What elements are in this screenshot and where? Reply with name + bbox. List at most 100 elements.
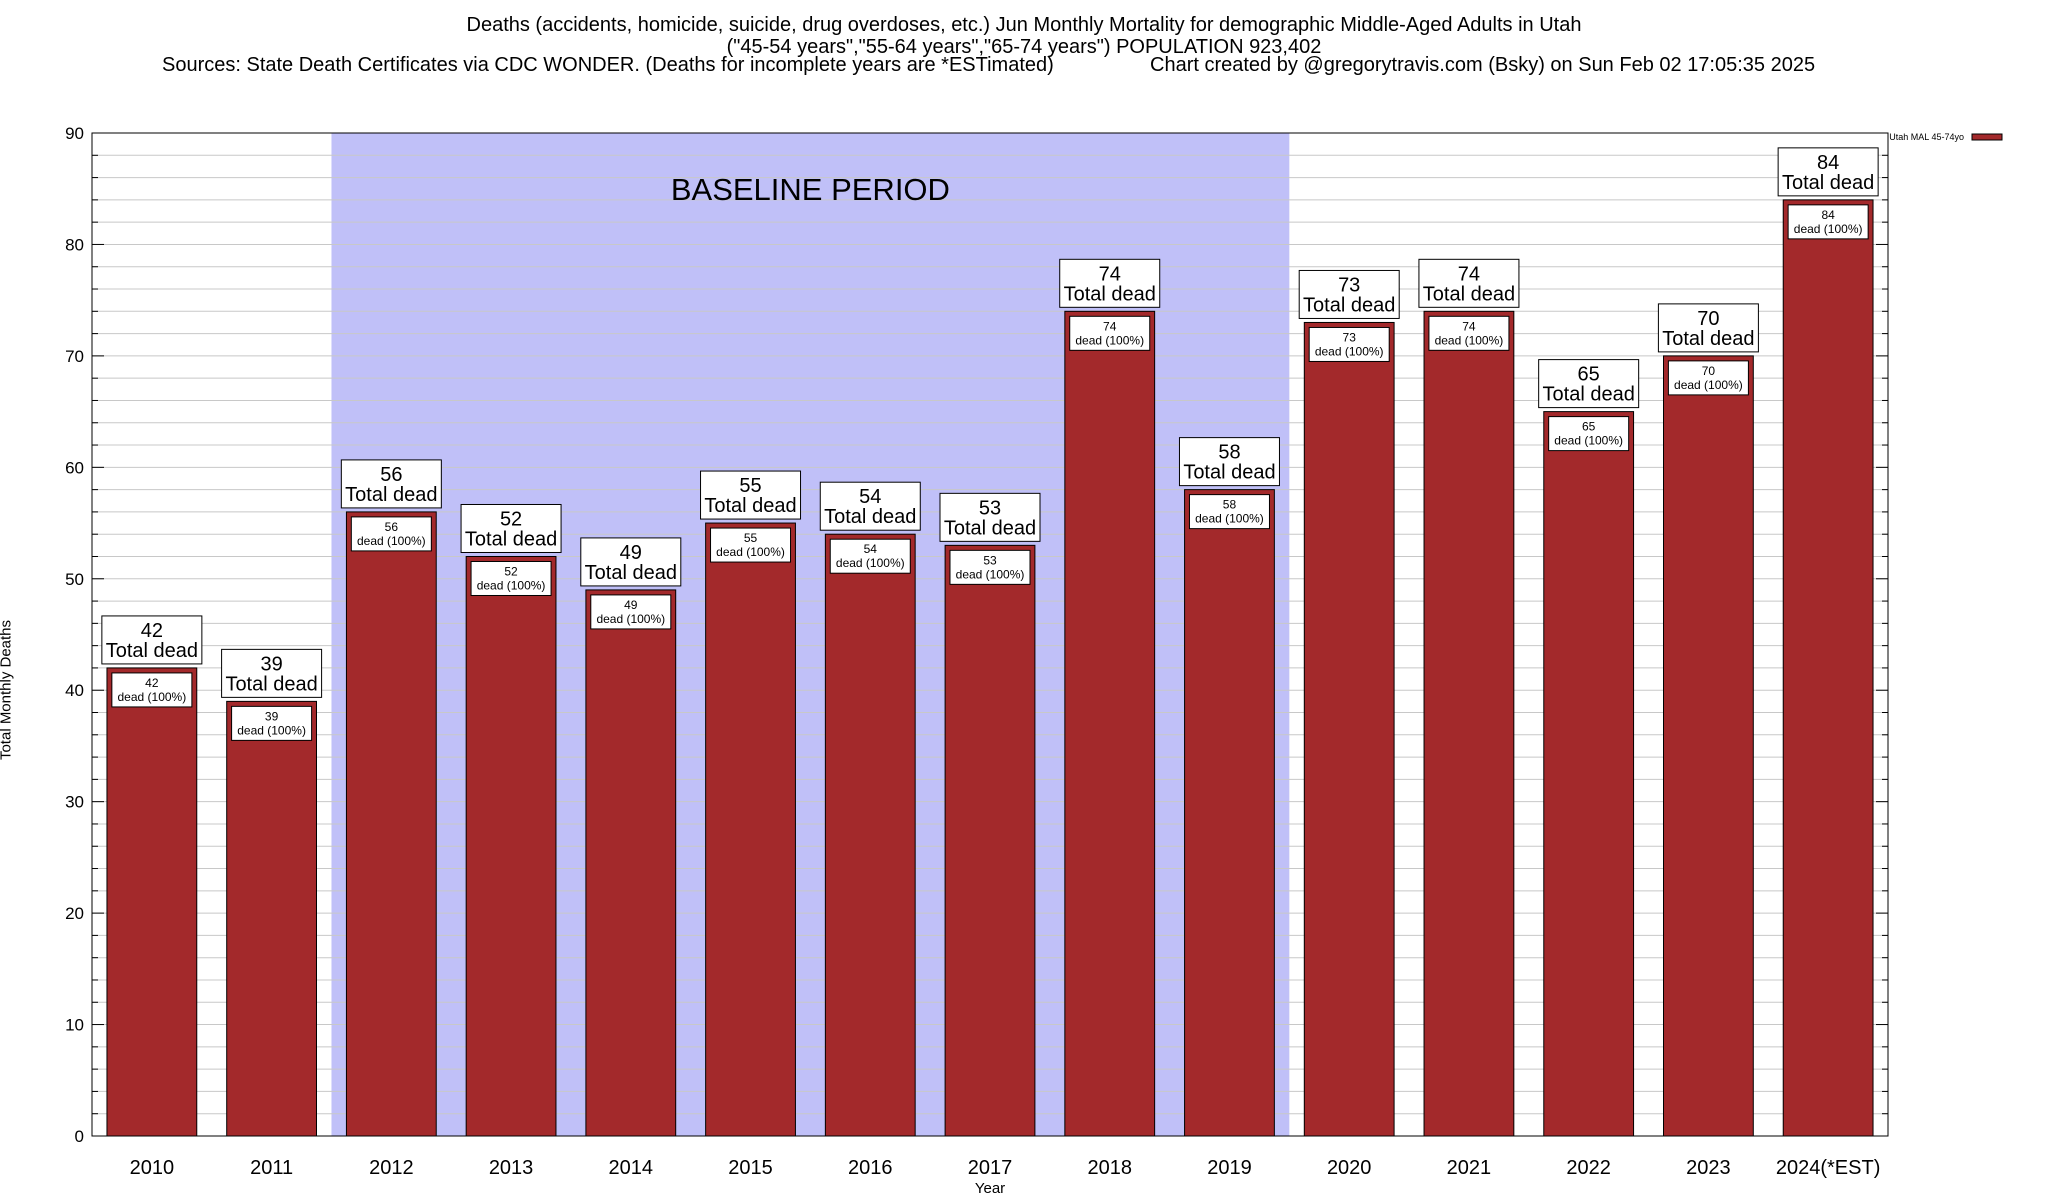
y-tick-label: 10	[65, 1016, 84, 1035]
bar-inner-value: 53	[983, 553, 997, 567]
bar-top-label: Total dead	[704, 495, 796, 517]
x-tick-label: 2017	[968, 1157, 1013, 1179]
bar-top-label-box	[340, 459, 442, 509]
bar-top-label: Total dead	[1662, 328, 1754, 350]
bar-inner-value: 74	[1103, 319, 1117, 333]
bar-top-label: Total dead	[465, 528, 557, 550]
bar	[944, 544, 1036, 1137]
bar-top-value: 70	[1697, 308, 1719, 330]
bar-inner-value: 54	[864, 542, 878, 556]
bar-top-value: 58	[1218, 442, 1240, 464]
bar-inner-label: dead (100%)	[118, 690, 187, 704]
bar-top-label-box	[1538, 359, 1640, 409]
bar-top-value: 54	[859, 486, 881, 508]
bar-inner-label: dead (100%)	[956, 567, 1025, 581]
bar-inner-label-box	[111, 672, 193, 708]
bar-inner-label: dead (100%)	[1075, 333, 1144, 347]
bar-top-value: 53	[979, 497, 1001, 519]
bar-top-value: 74	[1099, 263, 1121, 285]
bar	[226, 700, 317, 1137]
bar-top-label: Total dead	[225, 673, 317, 695]
x-tick-label: 2011	[250, 1157, 293, 1179]
credit-note: Chart created by @gregorytravis.com (Bsk…	[1150, 54, 1816, 76]
bar-top-label-box	[580, 537, 682, 587]
bar-top-label-box	[101, 615, 203, 665]
y-tick-label: 0	[75, 1127, 84, 1146]
bar-inner-label: dead (100%)	[1195, 512, 1264, 526]
bar-top-label-box	[1418, 258, 1520, 308]
x-tick-label: 2019	[1207, 1157, 1252, 1179]
bar-top-label: Total dead	[345, 484, 437, 506]
bar-inner-label-box	[1308, 326, 1390, 362]
y-tick-label: 60	[65, 458, 84, 477]
bar	[106, 667, 198, 1137]
bar-inner-value: 55	[744, 531, 758, 545]
bar-top-label: Total dead	[1543, 384, 1635, 406]
bar-inner-label-box	[1787, 204, 1869, 240]
x-tick-label: 2022	[1566, 1157, 1611, 1179]
bar-inner-value: 84	[1821, 208, 1835, 222]
bar-top-label: Total dead	[1064, 283, 1156, 305]
x-axis-label: Year	[974, 1180, 1006, 1197]
bar-top-value: 56	[380, 464, 402, 486]
bar-top-value: 84	[1817, 152, 1839, 174]
bar	[1303, 321, 1395, 1137]
bar-top-value: 39	[260, 653, 282, 675]
bar-inner-label-box	[710, 527, 792, 563]
bar	[1543, 411, 1635, 1137]
x-tick-label: 2018	[1087, 1157, 1132, 1179]
bar-inner-value: 39	[265, 709, 279, 723]
bar-top-label-box	[221, 648, 323, 698]
x-tick-label: 2015	[728, 1157, 773, 1179]
x-tick-label: 2010	[130, 1157, 175, 1179]
bar-top-label: Total dead	[824, 506, 916, 528]
y-tick-label: 70	[65, 347, 84, 366]
bar-top-label: Total dead	[1782, 172, 1874, 194]
bar-top-label-box	[700, 470, 802, 520]
bar-inner-label-box	[350, 516, 432, 552]
x-tick-label: 2013	[489, 1157, 534, 1179]
bar-inner-label-box	[949, 549, 1031, 585]
bar-top-value: 73	[1338, 274, 1360, 296]
plot-frame	[91, 132, 1889, 1137]
bar-top-value: 52	[500, 508, 522, 530]
bar-top-label: Total dead	[944, 517, 1036, 539]
bar	[1423, 310, 1515, 1137]
bar-inner-label: dead (100%)	[596, 612, 665, 626]
bar-top-label: Total dead	[1423, 283, 1515, 305]
bar-top-label: Total dead	[585, 562, 677, 584]
bar-top-value: 49	[620, 542, 642, 564]
y-tick-label: 50	[65, 570, 84, 589]
bar-inner-label-box	[231, 705, 313, 741]
bar-inner-value: 73	[1343, 330, 1357, 344]
bar-top-label-box	[1059, 258, 1161, 308]
bar-inner-label: dead (100%)	[1554, 434, 1623, 448]
bar-inner-label: dead (100%)	[1315, 344, 1384, 358]
bar	[705, 522, 796, 1137]
x-tick-label: 2024(*EST)	[1776, 1157, 1881, 1179]
y-tick-label: 30	[65, 793, 84, 812]
bar-top-label-box	[939, 492, 1041, 542]
bar-top-label: Total dead	[106, 640, 198, 662]
bar-top-label-box	[460, 503, 562, 553]
x-tick-label: 2021	[1447, 1157, 1492, 1179]
bar-top-label: Total dead	[1183, 462, 1275, 484]
x-tick-label: 2012	[369, 1157, 414, 1179]
bar	[585, 589, 677, 1137]
sources-note: Sources: State Death Certificates via CD…	[162, 54, 1054, 76]
x-tick-label: 2020	[1327, 1157, 1372, 1179]
x-tick-label: 2023	[1686, 1157, 1731, 1179]
bar-inner-label: dead (100%)	[836, 556, 905, 570]
bar-inner-label: dead (100%)	[1674, 378, 1743, 392]
bar	[824, 533, 916, 1137]
bar-inner-label-box	[829, 538, 911, 574]
bar-top-label: Total dead	[1303, 294, 1395, 316]
bar-top-value: 42	[141, 620, 163, 642]
chart-title: Deaths (accidents, homicide, suicide, dr…	[466, 14, 1582, 36]
bar-inner-value: 58	[1223, 498, 1237, 512]
bar-inner-label: dead (100%)	[237, 723, 306, 737]
bar	[465, 555, 557, 1137]
bar-inner-value: 74	[1462, 319, 1476, 333]
legend-label: Utah MAL 45-74yo	[1889, 132, 1964, 142]
bar-inner-value: 56	[385, 520, 399, 534]
